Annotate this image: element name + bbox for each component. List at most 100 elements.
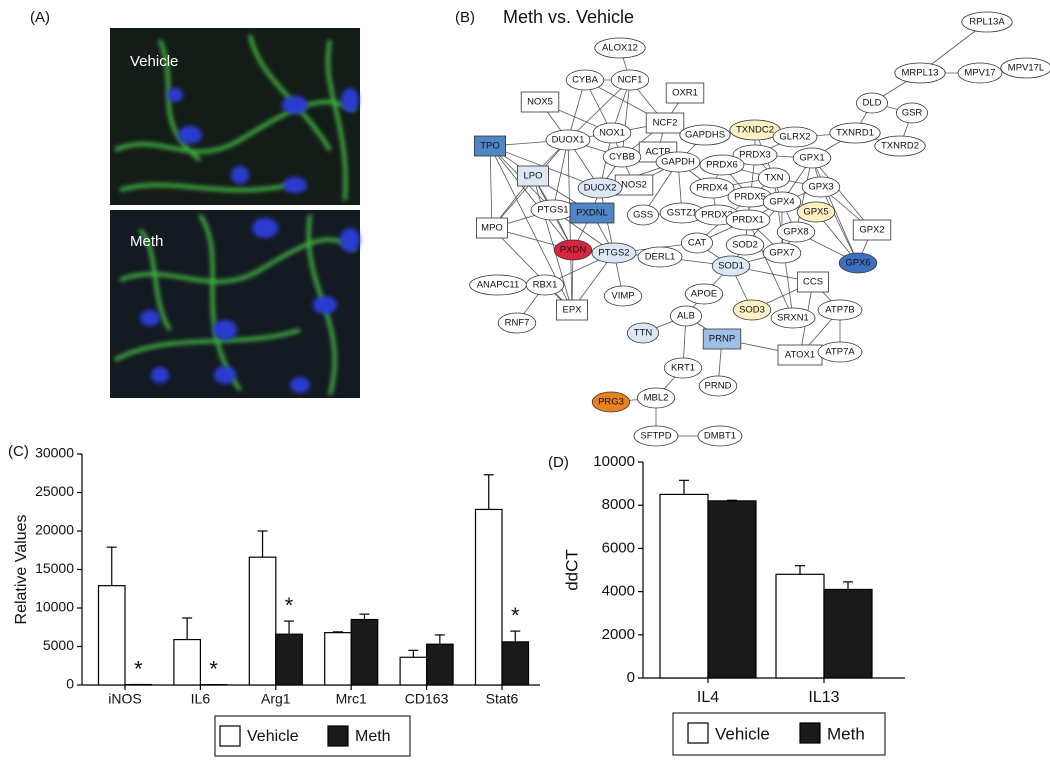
node-label: PXDNL <box>576 208 608 219</box>
node-label: KRT1 <box>671 363 695 374</box>
node-label: NCF1 <box>618 75 643 86</box>
node <box>797 271 830 293</box>
node <box>801 176 841 198</box>
node-label: CYBB <box>609 152 635 163</box>
node-label: PRDX1 <box>732 215 764 226</box>
node <box>637 246 683 268</box>
node-label: NOS2 <box>621 180 647 191</box>
node <box>894 62 946 84</box>
node <box>603 285 643 307</box>
node-label: MPV17L <box>1008 63 1044 74</box>
node-label: ALB <box>677 311 695 322</box>
y-tick-label: 10000 <box>593 453 635 470</box>
node-label: MPV17 <box>964 68 995 79</box>
edge <box>567 139 573 311</box>
node-label: SRXN1 <box>777 313 809 324</box>
node-label: RBX1 <box>533 280 558 291</box>
bar <box>823 588 873 679</box>
y-tick-label: 20000 <box>35 522 74 538</box>
legend-label: Vehicle <box>715 724 770 743</box>
node-label: MBL2 <box>644 393 669 404</box>
node <box>556 299 589 321</box>
node <box>627 204 660 226</box>
node <box>732 144 778 166</box>
node-label: NOX5 <box>527 97 553 108</box>
panel-label: (B) <box>455 9 475 26</box>
node-label: PXDN <box>560 245 587 256</box>
node-label: SOD2 <box>732 240 758 251</box>
node <box>475 217 508 239</box>
node-label: ATP7A <box>825 347 855 358</box>
legend-swatch <box>799 722 821 744</box>
node-label: TXNRD1 <box>836 128 874 139</box>
node <box>517 165 550 187</box>
node-label: SFTPD <box>640 431 671 442</box>
node <box>627 322 660 344</box>
significance-mark: * <box>134 656 143 681</box>
x-tick-label: Stat6 <box>486 691 519 707</box>
node <box>565 69 605 91</box>
node-label: PRND <box>705 381 732 392</box>
edge <box>489 145 493 229</box>
node-label: GAPDH <box>661 157 695 168</box>
x-tick-label: IL13 <box>808 689 839 706</box>
node <box>663 357 703 379</box>
bar <box>501 641 530 686</box>
x-tick-label: Arg1 <box>261 691 291 707</box>
edge <box>532 175 573 311</box>
node-label: GSR <box>902 108 923 119</box>
node <box>792 147 832 169</box>
network-title: Meth vs. Vehicle <box>503 7 634 27</box>
node <box>697 425 743 447</box>
bar <box>474 508 503 686</box>
node-label: DUOX2 <box>584 183 617 194</box>
node-label: RPL13A <box>969 17 1005 28</box>
node <box>817 299 863 321</box>
y-tick-label: 0 <box>627 669 635 686</box>
node <box>520 91 560 113</box>
node <box>633 425 679 447</box>
bar <box>426 643 454 686</box>
bar <box>659 493 709 679</box>
node <box>594 37 646 59</box>
node <box>770 307 816 329</box>
node-label: GPX4 <box>769 197 794 208</box>
edge <box>489 145 574 251</box>
significance-mark: * <box>209 657 218 682</box>
node <box>1000 57 1050 79</box>
micrograph <box>110 28 360 205</box>
node <box>874 135 926 157</box>
node <box>725 209 771 231</box>
node-label: PRDX6 <box>706 160 738 171</box>
x-tick-label: CD163 <box>405 691 449 707</box>
node <box>473 135 506 157</box>
node <box>545 129 591 151</box>
node-label: PRG3 <box>598 397 624 408</box>
node-label: TXNRD2 <box>881 141 919 152</box>
node-label: ALOX12 <box>602 43 638 54</box>
node <box>702 328 742 350</box>
node <box>497 312 537 334</box>
legend <box>214 715 411 757</box>
node-label: TPO <box>480 141 500 152</box>
node <box>689 177 735 199</box>
node <box>602 146 642 168</box>
node-label: CAT <box>688 238 706 249</box>
node <box>645 112 685 134</box>
node-label: PRDX3 <box>739 150 771 161</box>
image-label: Meth <box>130 233 163 250</box>
node-label: ACTB <box>645 147 670 158</box>
node <box>838 252 878 274</box>
node <box>762 191 802 213</box>
node-label: PRNP <box>709 334 735 345</box>
node <box>711 255 751 277</box>
bar <box>173 638 201 686</box>
node-label: SOD1 <box>718 261 744 272</box>
node <box>699 154 745 176</box>
legend-swatch <box>219 725 241 747</box>
node-label: GPX5 <box>803 207 828 218</box>
node-label: TTN <box>634 328 653 339</box>
node-label: GPX8 <box>783 227 808 238</box>
node-label: CCS <box>803 277 823 288</box>
bar <box>97 585 126 686</box>
